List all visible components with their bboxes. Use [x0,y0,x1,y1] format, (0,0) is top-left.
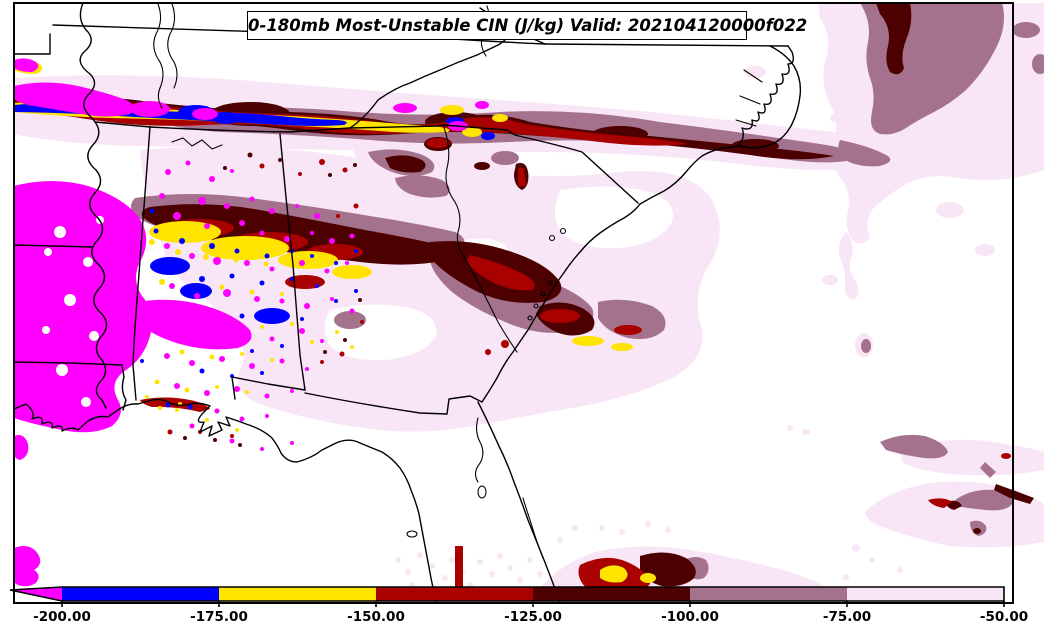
colorbar-ticks [61,601,1005,607]
colorbar-outline [9,586,1005,602]
colorbar-segment [376,587,533,601]
colorbar-tick-label: -100.00 [661,609,719,625]
magenta-field-holes [42,216,104,407]
contour-layer-magenta [14,58,489,587]
colorbar-tick-label: -125.00 [504,609,562,625]
colorbar-tick-label: -50.00 [980,609,1028,625]
colorbar: -200.00 -175.00 -150.00 -125.00 -100.00 … [9,586,1028,625]
colorbar-segment [690,587,847,601]
chart-title: 0-180mb Most-Unstable CIN (J/kg) Valid: … [247,11,807,40]
coastlines [14,45,802,603]
colorbar-segment [62,587,219,601]
map-frame [13,2,1014,604]
colorbar-segment [533,587,690,601]
colorbar-segment [219,587,376,601]
colorbar-tick-label: -200.00 [33,609,91,625]
colorbar-tick-labels: -200.00 -175.00 -150.00 -125.00 -100.00 … [33,609,1028,625]
colorbar-tick-label: -175.00 [190,609,248,625]
colorbar-tick-label: -150.00 [347,609,405,625]
colorbar-segment [847,587,1004,601]
colorbar-tick-label: -75.00 [823,609,871,625]
